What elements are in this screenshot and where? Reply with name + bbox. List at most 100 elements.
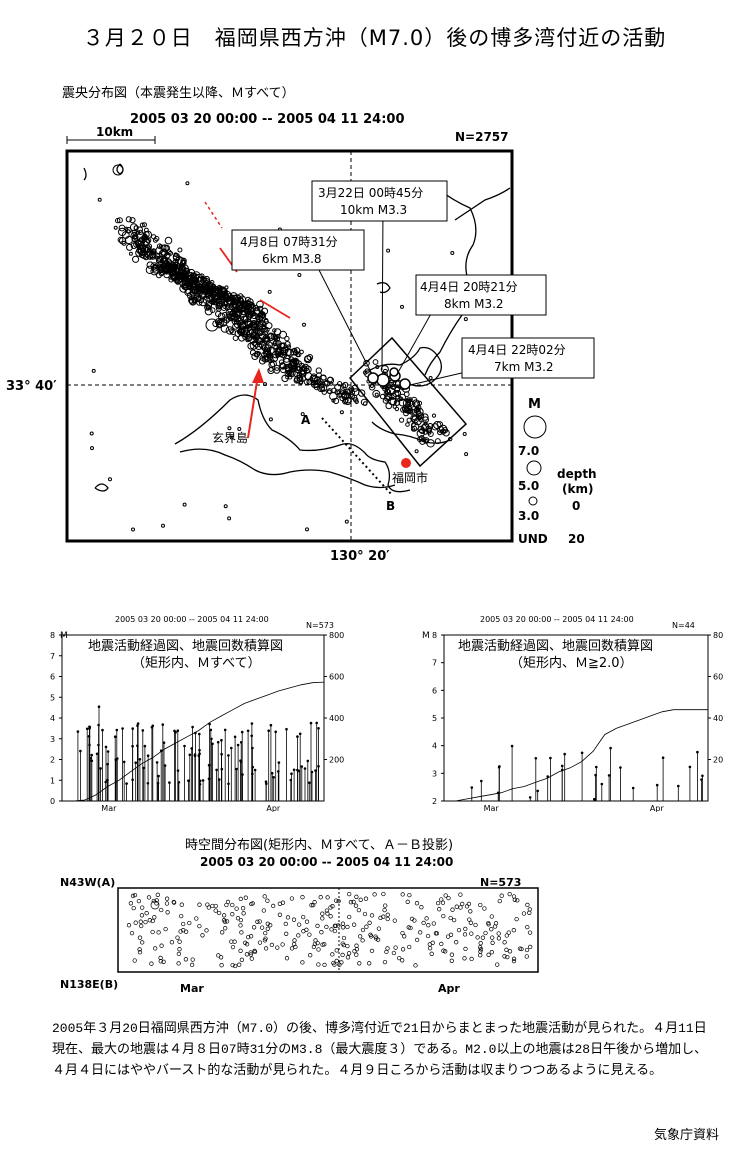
svg-text:4月4日 22時02分: 4月4日 22時02分: [468, 343, 566, 357]
epicenter-point: [303, 379, 310, 385]
space-time-point: [133, 920, 138, 925]
chart3-title: 時空間分布図(矩形内、Ｍすべて、Ａ－Ｂ投影): [185, 838, 454, 853]
space-time-point: [320, 911, 325, 916]
space-time-point: [262, 894, 267, 899]
space-time-point: [259, 925, 265, 930]
epicenter-point: [405, 422, 410, 427]
epicenter-point: [237, 293, 244, 300]
space-time-point: [521, 911, 527, 916]
space-time-point: [176, 961, 181, 966]
space-time-point: [340, 952, 345, 958]
event-marker: [250, 734, 253, 738]
space-time-point: [504, 933, 509, 938]
space-time-point: [490, 940, 495, 945]
epicenter-point: [245, 313, 250, 318]
space-time-point: [478, 947, 484, 952]
epicenter-point: [411, 422, 416, 428]
event-marker: [549, 756, 552, 760]
space-time-point: [257, 919, 262, 924]
event-marker: [480, 779, 483, 783]
epicenter-point: [205, 318, 219, 332]
space-time-point: [154, 898, 159, 903]
space-time-point: [367, 961, 372, 966]
epicenter-point: [227, 426, 232, 431]
space-time-point: [345, 924, 350, 930]
epicenter-point: [230, 314, 238, 322]
space-time-point: [504, 947, 509, 952]
space-time-point: [248, 934, 254, 939]
space-time-point: [221, 913, 227, 918]
event-marker: [220, 752, 223, 756]
space-time-point: [466, 901, 472, 907]
epicenter-point: [156, 243, 163, 249]
space-time-point: [334, 948, 339, 953]
event-marker: [593, 797, 596, 801]
epicenter-point: [215, 319, 224, 328]
svg-text:4月8日 07時31分: 4月8日 07時31分: [240, 235, 338, 249]
space-time-point: [448, 915, 453, 921]
epicenter-point: [167, 266, 173, 271]
space-time-point: [505, 954, 510, 960]
event-marker: [296, 735, 299, 738]
svg-text:10km M3.3: 10km M3.3: [340, 203, 407, 217]
epicenter-point: [441, 427, 449, 434]
space-time-point: [126, 923, 132, 928]
space-time-point: [234, 906, 239, 911]
space-time-point: [430, 940, 435, 945]
epicenter-point: [279, 362, 286, 369]
space-time-point: [189, 962, 195, 968]
space-time-point: [434, 931, 440, 936]
epicenter-point: [225, 326, 235, 335]
space-time-point: [129, 930, 135, 936]
space-time-point: [332, 928, 338, 934]
space-time-point: [277, 912, 283, 917]
epicenter-point: [217, 296, 223, 302]
epicenter-point: [304, 355, 312, 363]
event-marker: [183, 744, 186, 748]
event-marker: [99, 767, 102, 770]
space-time-point: [289, 896, 295, 901]
space-time-point: [496, 931, 501, 936]
space-time-point: [511, 928, 516, 933]
space-time-point: [291, 917, 297, 922]
space-time-point: [197, 902, 202, 907]
space-time-point: [348, 900, 354, 905]
event-marker: [162, 741, 166, 744]
space-time-point: [354, 952, 359, 957]
space-time-point: [213, 903, 218, 909]
space-time-point: [427, 946, 433, 951]
svg-text:7.0: 7.0: [518, 444, 539, 458]
event-marker: [187, 779, 190, 782]
ytick-left-label: 2: [432, 797, 437, 806]
space-time-point: [407, 944, 412, 950]
space-time-point: [132, 892, 138, 898]
arrow-shaft: [247, 374, 259, 439]
callout-1: 3月22日 00時45分 10km M3.3: [311, 180, 448, 222]
epicenter-point: [182, 502, 187, 507]
epicenter-point: [407, 401, 412, 406]
epicenter-point: [184, 281, 192, 288]
space-time-point: [238, 917, 244, 923]
ytick-left-label: 3: [50, 735, 55, 744]
event-marker: [315, 721, 319, 725]
ytick-right-label: 40: [713, 714, 723, 723]
event-marker: [131, 727, 134, 730]
space-time-point: [240, 906, 246, 911]
space-time-point: [469, 931, 474, 936]
space-time-point: [315, 923, 320, 929]
event-marker: [246, 729, 250, 733]
space-time-point: [318, 895, 323, 900]
event-marker: [198, 732, 201, 736]
ytick-left-label: 2: [50, 756, 55, 765]
event-marker: [176, 729, 180, 732]
event-marker: [267, 729, 270, 732]
epicenter-point: [258, 314, 266, 322]
epicenter-point: [139, 222, 145, 228]
epicenter-point: [395, 395, 402, 402]
epicenter-point: [400, 304, 404, 309]
space-time-point: [478, 941, 483, 946]
space-time-point: [311, 944, 317, 950]
space-time-point: [178, 929, 183, 934]
description-paragraph: 2005年３月20日福岡県西方沖（M7.0）の後、博多湾付近で21日からまとまっ…: [52, 1021, 708, 1078]
space-time-point: [407, 892, 412, 898]
